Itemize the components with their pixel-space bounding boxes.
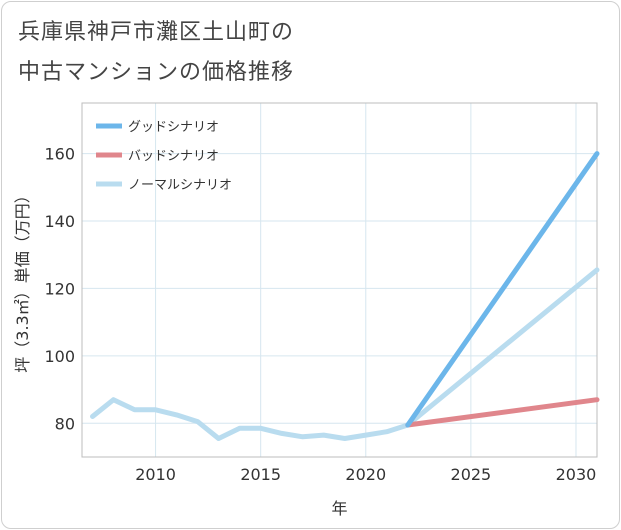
legend-label-1: バッドシナリオ (128, 149, 219, 164)
y-tick-label-120: 120 (44, 279, 75, 298)
y-axis-label: 坪（3.3㎡）単価（万円） (13, 187, 32, 372)
x-tick-label-2030: 2030 (556, 465, 597, 484)
y-axis-ticks: 80 100 120 140 160 (44, 145, 75, 434)
y-tick-label-100: 100 (44, 347, 75, 366)
x-axis-ticks: 2010 2015 2020 2025 2030 (135, 465, 596, 484)
x-axis-label: 年 (331, 499, 347, 518)
y-tick-label-140: 140 (44, 212, 75, 231)
x-tick-label-2015: 2015 (240, 465, 281, 484)
chart-title-line-2: 中古マンションの価格推移 (18, 60, 295, 85)
legend-label-0: グッドシナリオ (128, 120, 219, 135)
series-line-2 (90, 267, 600, 441)
series-line-0 (405, 151, 600, 428)
series-lines (90, 151, 600, 441)
y-tick-label-160: 160 (44, 145, 75, 164)
grid-lines (82, 103, 597, 457)
y-tick-label-80: 80 (55, 414, 75, 433)
legend-label-2: ノーマルシナリオ (128, 178, 232, 193)
series-line-1 (405, 397, 600, 428)
x-tick-label-2020: 2020 (345, 465, 386, 484)
x-tick-label-2025: 2025 (451, 465, 492, 484)
plot-area (81, 102, 598, 458)
x-tick-label-2010: 2010 (135, 465, 176, 484)
chart-title-line-1: 兵庫県神戸市灘区土山町の (18, 20, 295, 45)
